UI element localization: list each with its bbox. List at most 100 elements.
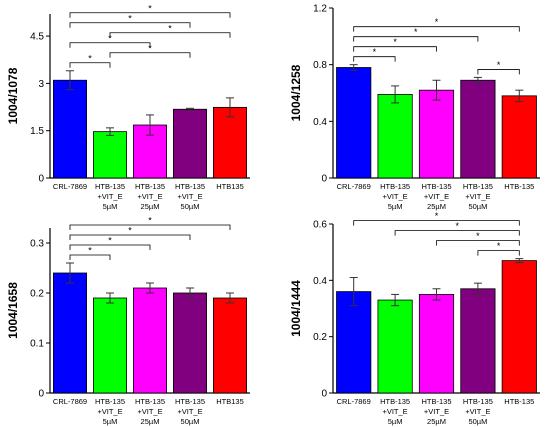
x-tick-label: HTB135	[216, 397, 244, 406]
x-tick-label: +VIT_E	[97, 407, 122, 416]
x-tick-label: CRL-7869	[337, 182, 371, 191]
significance-star: *	[435, 211, 439, 221]
y-tick-label: 0	[38, 389, 44, 400]
bar	[377, 94, 413, 179]
significance-star: *	[497, 241, 501, 251]
y-tick-label: 0.6	[313, 220, 327, 231]
bar	[418, 294, 455, 394]
x-tick-label: 25µM	[427, 202, 446, 211]
y-tick-label: 4.5	[30, 32, 44, 43]
significance-bracket	[69, 42, 151, 48]
x-tick-label: HTB-135	[135, 397, 165, 406]
significance-star: *	[148, 43, 152, 53]
bar	[460, 288, 496, 394]
bar	[132, 287, 167, 394]
y-tick-label: 0	[38, 174, 44, 185]
x-tick-label: CRL-7869	[53, 182, 87, 191]
x-tick-label: CRL-7869	[53, 397, 87, 406]
x-tick-label: 25µM	[427, 417, 446, 426]
significance-star: *	[128, 13, 132, 23]
significance-star: *	[373, 47, 377, 57]
x-tick-label: HTB-135	[175, 182, 205, 191]
bar	[460, 79, 496, 179]
x-tick-label: HTB-135	[421, 182, 451, 191]
x-tick-label: HTB-135	[463, 182, 493, 191]
significance-bracket	[477, 69, 520, 75]
significance-star: *	[393, 37, 397, 47]
significance-bracket	[353, 46, 437, 52]
significance-star: *	[108, 33, 112, 43]
significance-bracket	[69, 254, 111, 260]
significance-star: *	[168, 23, 172, 33]
x-tick-label: HTB-135	[504, 182, 534, 191]
significance-star: *	[148, 3, 152, 13]
significance-star: *	[108, 236, 112, 246]
x-tick-label: 5µM	[103, 202, 118, 211]
bar	[501, 95, 537, 179]
x-tick-label: +VIT_E	[137, 192, 162, 201]
x-tick-label: HTB-135	[135, 182, 165, 191]
y-axis-label: 1004/1444	[289, 280, 303, 337]
y-tick-label: 1.2	[313, 4, 327, 15]
significance-bracket	[394, 230, 520, 236]
x-tick-label: +VIT_E	[382, 192, 407, 201]
significance-star: *	[88, 53, 92, 63]
significance-bracket	[353, 26, 520, 32]
significance-bracket	[109, 52, 191, 58]
x-tick-label: +VIT_E	[177, 407, 202, 416]
significance-bracket	[109, 32, 231, 38]
significance-bracket	[436, 240, 520, 246]
x-tick-label: HTB-135	[380, 182, 410, 191]
bar	[336, 291, 372, 394]
y-tick-label: 0.1	[30, 339, 44, 350]
x-tick-label: 25µM	[141, 202, 160, 211]
x-tick-label: +VIT_E	[465, 407, 490, 416]
significance-star: *	[476, 231, 480, 241]
significance-bracket	[69, 22, 191, 28]
y-axis-label: 1004/1258	[289, 64, 303, 121]
significance-star: *	[128, 226, 132, 236]
significance-bracket	[69, 244, 151, 250]
x-tick-label: 50µM	[468, 202, 487, 211]
bar	[93, 297, 128, 394]
bar	[93, 131, 128, 179]
bar	[53, 272, 88, 394]
x-tick-label: +VIT_E	[465, 192, 490, 201]
bar	[212, 106, 247, 179]
significance-star: *	[455, 221, 459, 231]
significance-star: *	[148, 216, 152, 226]
significance-bracket	[353, 56, 396, 62]
y-axis-label: 1004/1658	[6, 282, 20, 339]
x-tick-label: HTB-135	[95, 397, 125, 406]
y-tick-label: 0.8	[313, 60, 327, 71]
x-tick-label: HTB-135	[421, 397, 451, 406]
significance-star: *	[414, 27, 418, 37]
x-tick-label: HTB-135	[463, 397, 493, 406]
bar	[336, 67, 372, 179]
significance-bracket	[69, 12, 231, 18]
x-tick-label: 50µM	[181, 417, 200, 426]
x-tick-label: HTB-135	[504, 397, 534, 406]
y-axis-label: 1004/1078	[6, 67, 20, 124]
bar	[418, 89, 455, 179]
significance-bracket	[353, 220, 520, 226]
bar	[501, 260, 537, 394]
y-tick-label: 0.2	[30, 289, 44, 300]
y-tick-label: 0.3	[30, 239, 44, 250]
significance-star: *	[88, 246, 92, 256]
x-tick-label: HTB-135	[175, 397, 205, 406]
x-tick-label: HTB-135	[95, 182, 125, 191]
significance-bracket	[69, 224, 231, 230]
x-tick-label: +VIT_E	[97, 192, 122, 201]
bar	[172, 292, 207, 394]
x-tick-label: HTB-135	[380, 397, 410, 406]
x-tick-label: 50µM	[181, 202, 200, 211]
y-tick-label: 0.2	[313, 332, 327, 343]
y-tick-label: 0.4	[313, 276, 327, 287]
x-tick-label: HTB135	[216, 182, 244, 191]
